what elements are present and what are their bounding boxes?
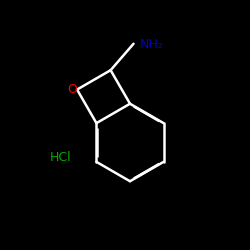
Text: O: O — [68, 83, 78, 96]
Text: HCl: HCl — [50, 151, 72, 164]
Text: NH₂: NH₂ — [140, 38, 164, 52]
